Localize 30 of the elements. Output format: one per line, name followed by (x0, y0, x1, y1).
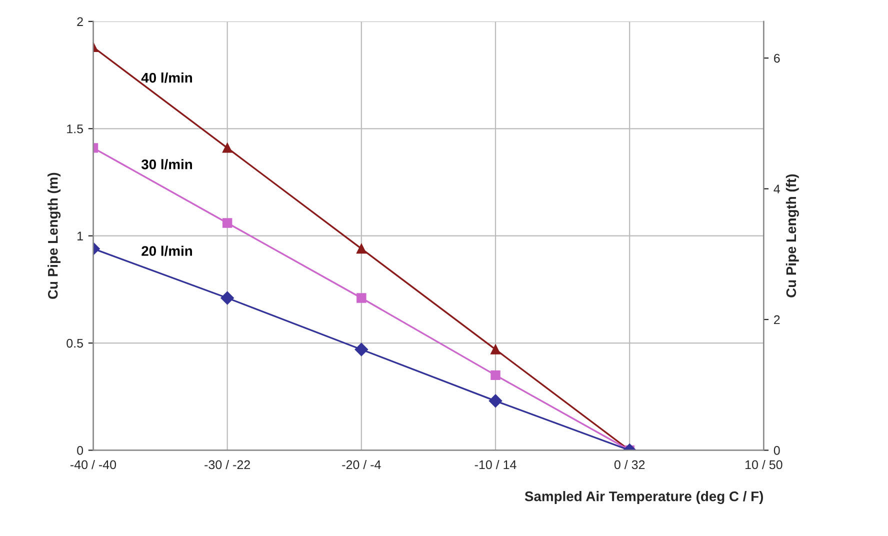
series-label: 40 l/min (141, 72, 192, 83)
point (490, 344, 500, 354)
y-axis-title: Cu Pipe Length (m) (48, 172, 61, 299)
y2-tick-label: 4 (774, 184, 780, 194)
x-tick-label: -10 / 14 (474, 460, 516, 470)
y-tick-label: 0.5 (66, 338, 83, 348)
y2-tick-label: 2 (774, 315, 780, 324)
x-tick-label: -40 / -40 (70, 460, 116, 470)
x-tick-label: 0 / 32 (614, 460, 645, 470)
y2-axis-title: Cu Pipe Length (ft) (786, 174, 799, 298)
y2-tick-label: 6 (774, 54, 780, 63)
point (356, 293, 366, 303)
point (490, 370, 500, 380)
series-label: 30 l/min (141, 159, 192, 170)
y2-tick-label: 0 (774, 446, 780, 455)
y-tick-label: 0 (77, 446, 84, 455)
x-tick-label: -30 / -22 (204, 460, 250, 470)
series-label: 20 l/min (142, 246, 192, 256)
point (354, 342, 368, 356)
point (222, 143, 232, 153)
point (488, 394, 502, 408)
y-tick-label: 1.5 (67, 124, 83, 134)
point (220, 291, 234, 305)
x-axis-title: Sampled Air Temperature (deg C / F) (524, 491, 763, 504)
x-tick-label: -20 / -4 (342, 460, 381, 470)
y-tick-label: 1 (78, 232, 83, 240)
point (356, 244, 366, 254)
x-tick-label: 10 / 50 (746, 460, 782, 470)
point (222, 218, 232, 228)
y-tick-label: 2 (77, 17, 83, 26)
